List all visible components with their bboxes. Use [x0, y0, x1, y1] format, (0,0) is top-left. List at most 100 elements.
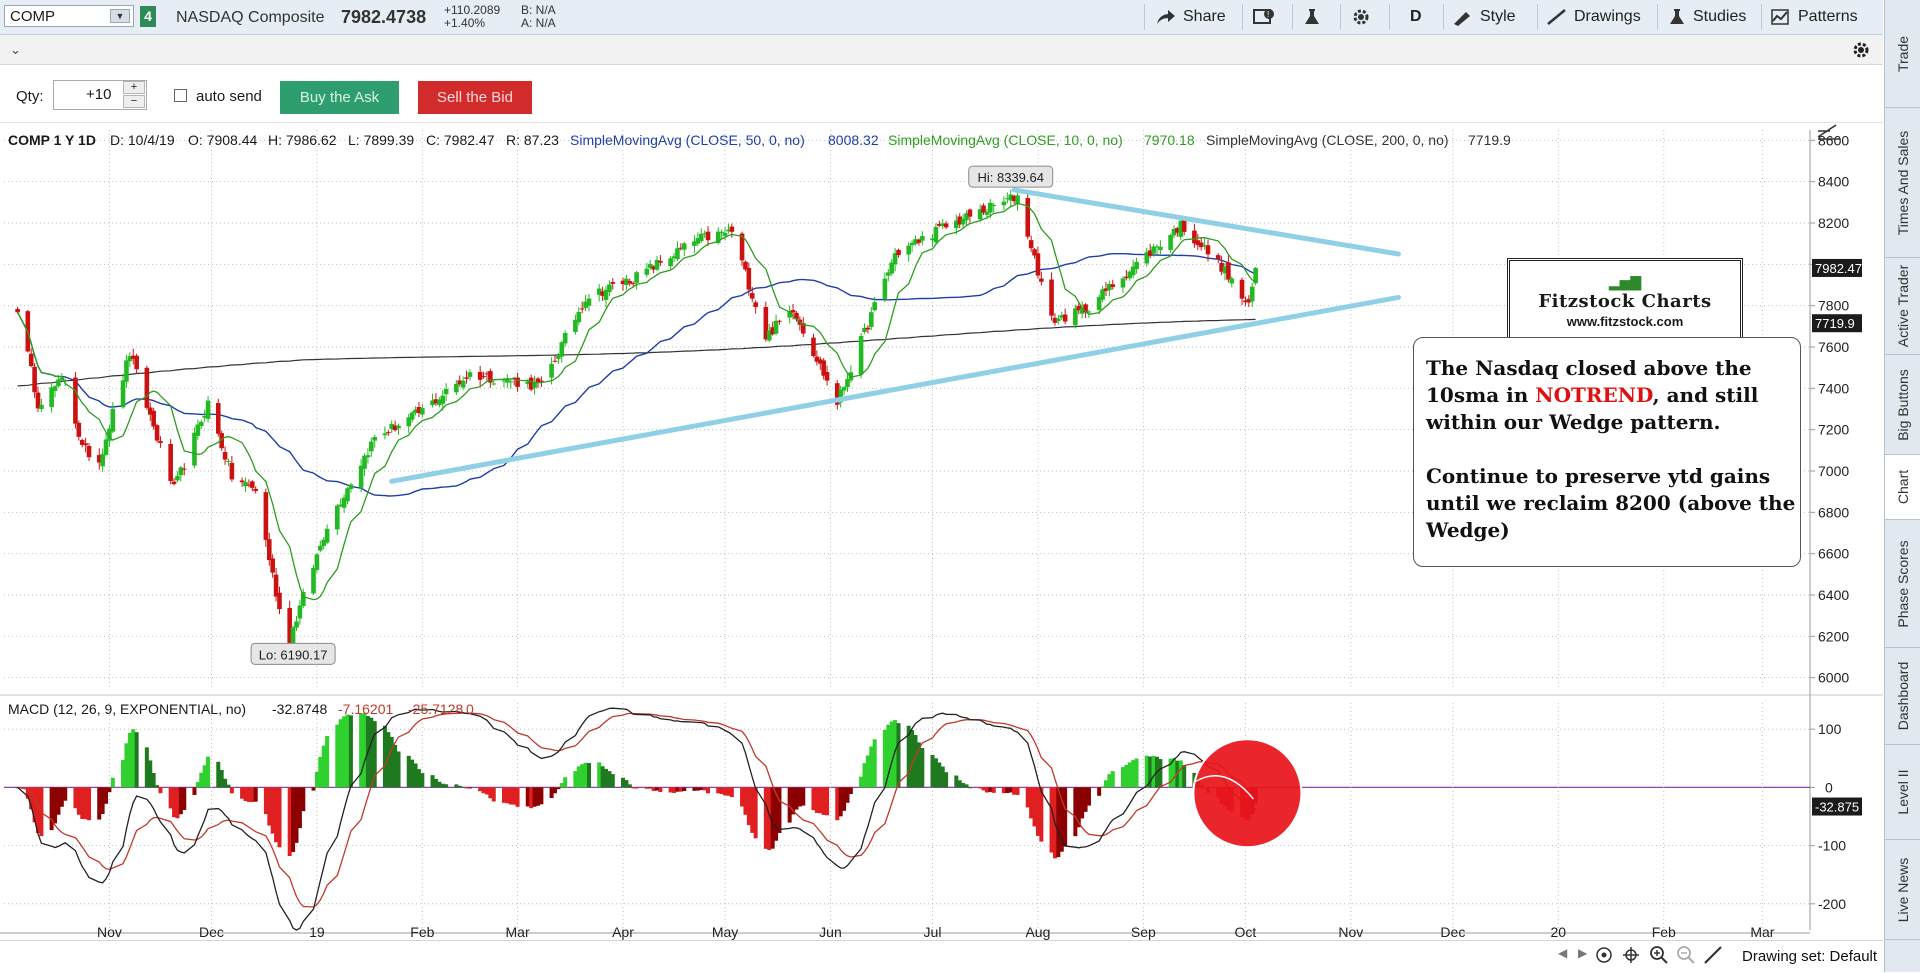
macd-hist-bar: [644, 787, 649, 789]
macd-hist-bar: [1086, 787, 1091, 806]
macd-hist-bar: [410, 759, 415, 788]
scroll-left-icon[interactable]: ◀: [1558, 946, 1568, 960]
candle-body: [889, 262, 894, 274]
candle-body: [681, 243, 687, 250]
macd-hist-bar: [933, 758, 938, 788]
patterns-button[interactable]: Patterns: [1770, 3, 1858, 31]
chart-gear-icon[interactable]: [1851, 40, 1871, 60]
share-button[interactable]: Share: [1155, 3, 1226, 31]
qty-decrement-button[interactable]: −: [123, 95, 145, 108]
macd-hist-bar: [491, 787, 496, 802]
candle-body: [1079, 308, 1085, 314]
tab-label: Active Trader: [1895, 264, 1911, 348]
symbol-input[interactable]: COMP: [4, 5, 134, 27]
candle-body: [647, 264, 653, 268]
macd-hist-bar: [345, 714, 350, 788]
flask-button[interactable]: [1302, 3, 1322, 31]
crosshair-icon[interactable]: [1622, 946, 1640, 964]
studies-label: Studies: [1693, 8, 1747, 25]
collapse-chevron-icon[interactable]: ⌄: [10, 42, 21, 57]
zoom-in-icon[interactable]: [1649, 945, 1669, 965]
top-toolbar: [0, 0, 1883, 35]
macd-hist-bar: [175, 787, 180, 819]
tab-level-ii[interactable]: Level II: [1885, 745, 1920, 840]
symbol-dropdown-icon[interactable]: ▼: [110, 9, 130, 23]
macd-hist-bar: [600, 766, 605, 788]
qty-increment-button[interactable]: +: [123, 81, 145, 94]
time-axis-label: Aug: [1025, 924, 1050, 940]
sell-the-bid-button[interactable]: Sell the Bid: [418, 81, 532, 114]
candle-body: [1246, 298, 1252, 303]
macd-hist-bar: [63, 787, 68, 801]
macd-hist-bar: [501, 787, 506, 803]
tab-trade[interactable]: Trade: [1885, 0, 1920, 108]
chart-title: COMP 1 Y 1D: [8, 132, 96, 148]
tab-times-and-sales[interactable]: Times And Sales: [1885, 108, 1920, 258]
macd-hist-bar: [655, 787, 660, 791]
macd-hist-bar: [889, 721, 894, 788]
candle-body: [1035, 253, 1041, 276]
drawings-button[interactable]: Drawings: [1546, 3, 1641, 31]
low-marker-text: Lo: 6190.17: [259, 647, 328, 662]
aggregation-button[interactable]: D: [1410, 3, 1422, 31]
pan-cursor-icon[interactable]: [1595, 946, 1613, 964]
tab-chart[interactable]: Chart: [1885, 455, 1920, 520]
candle-body: [1008, 194, 1014, 201]
macd-diff: -25.7128: [408, 701, 464, 717]
tab-live-news[interactable]: Live News: [1885, 840, 1920, 940]
toolbar-divider: [1537, 4, 1538, 30]
auto-send-checkbox[interactable]: [174, 89, 187, 102]
candle-body: [392, 425, 398, 431]
candle-body: [930, 238, 935, 241]
macd-hist-bar: [444, 784, 449, 788]
svg-text:!: !: [1267, 10, 1269, 19]
macd-hist-bar: [1083, 787, 1088, 812]
macd-hist-bar: [695, 787, 700, 791]
drawing-tool-icon[interactable]: [1703, 945, 1723, 965]
right-side-tabs: Trade Times And Sales Active Trader Big But…: [1884, 0, 1920, 972]
candle-body: [1192, 230, 1197, 244]
candle-body: [39, 404, 44, 410]
macd-hist-bar: [158, 787, 163, 794]
tab-active-trader[interactable]: Active Trader: [1885, 258, 1920, 355]
scroll-right-icon[interactable]: ▶: [1578, 946, 1588, 960]
buy-the-ask-button[interactable]: Buy the Ask: [280, 81, 399, 114]
link-group-badge[interactable]: 4: [140, 6, 156, 27]
chart-settings-button[interactable]: !: [1252, 3, 1276, 31]
macd-hist-bar: [740, 787, 745, 807]
tab-phase-scores[interactable]: Phase Scores: [1885, 520, 1920, 648]
macd-hist-bar: [706, 787, 711, 794]
candle-body: [634, 272, 639, 283]
sma50-value: 8008.32: [828, 132, 879, 148]
candle-body: [1171, 229, 1177, 236]
time-axis-label: Mar: [1750, 924, 1774, 940]
candle-body: [726, 229, 731, 232]
tab-big-buttons[interactable]: Big Buttons: [1885, 355, 1920, 455]
candle-body: [671, 256, 677, 259]
style-button[interactable]: Style: [1452, 3, 1516, 31]
time-axis-label: Sep: [1131, 924, 1156, 940]
auto-send-label: auto send: [196, 88, 262, 105]
tab-label: Big Buttons: [1895, 368, 1911, 441]
studies-button[interactable]: Studies: [1667, 3, 1746, 31]
settings-button[interactable]: [1351, 3, 1371, 31]
macd-hist-bar: [869, 746, 874, 788]
macd-tick-label: -200: [1818, 896, 1846, 912]
candle-body: [1076, 305, 1082, 311]
candle-body: [1215, 255, 1221, 259]
macd-hist-bar: [182, 787, 187, 810]
macd-hist-bar: [413, 763, 418, 788]
zoom-out-icon[interactable]: [1676, 945, 1696, 965]
macd-hist-bar: [559, 783, 564, 788]
macd-hist-bar: [549, 787, 554, 799]
candle-body: [1005, 198, 1010, 200]
tab-dashboard[interactable]: Dashboard: [1885, 648, 1920, 745]
share-icon: [1157, 10, 1175, 24]
drawing-set-label[interactable]: Drawing set: Default: [1742, 948, 1878, 965]
header-open: O: 7908.44: [188, 132, 258, 148]
candle-body: [508, 381, 514, 383]
macd-hist-bar: [1100, 786, 1105, 788]
candle-body: [369, 441, 374, 452]
macd-hist-bar: [702, 787, 707, 791]
macd-hist-bar: [1120, 767, 1125, 788]
